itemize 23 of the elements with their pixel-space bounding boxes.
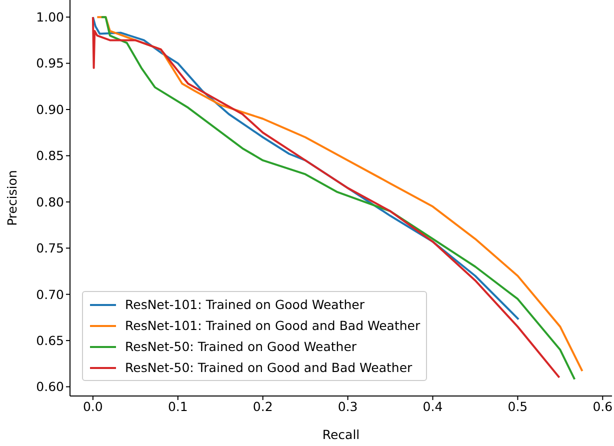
legend-label: ResNet-50: Trained on Good and Bad Weather [125, 360, 412, 375]
y-tick-label: 0.80 [36, 194, 64, 210]
x-tick-label: 0.5 [508, 398, 528, 414]
x-tick-label: 0.4 [422, 398, 443, 414]
legend-label: ResNet-50: Trained on Good Weather [125, 339, 357, 354]
y-tick-label: 0.65 [36, 332, 64, 348]
y-tick-label: 0.70 [36, 286, 64, 302]
y-tick-label: 0.75 [36, 240, 64, 256]
y-tick-label: 1.00 [36, 10, 64, 25]
x-tick-label: 0.0 [82, 398, 103, 414]
x-tick-label: 0.3 [338, 398, 358, 414]
y-tick-label: 0.95 [36, 56, 64, 71]
legend-label: ResNet-101: Trained on Good and Bad Weather [125, 318, 420, 333]
legend-label: ResNet-101: Trained on Good Weather [125, 297, 364, 312]
x-tick-label: 0.1 [168, 398, 188, 414]
y-tick-label: 0.90 [36, 102, 64, 117]
x-tick-label: 0.6 [592, 398, 613, 414]
x-axis-title: Recall [322, 427, 360, 442]
x-tick-label: 0.2 [252, 398, 273, 414]
y-tick-label: 0.85 [36, 148, 64, 164]
line-series [92, 16, 520, 320]
y-tick-label: 0.60 [36, 379, 64, 394]
y-axis-title: Precision [4, 170, 20, 226]
